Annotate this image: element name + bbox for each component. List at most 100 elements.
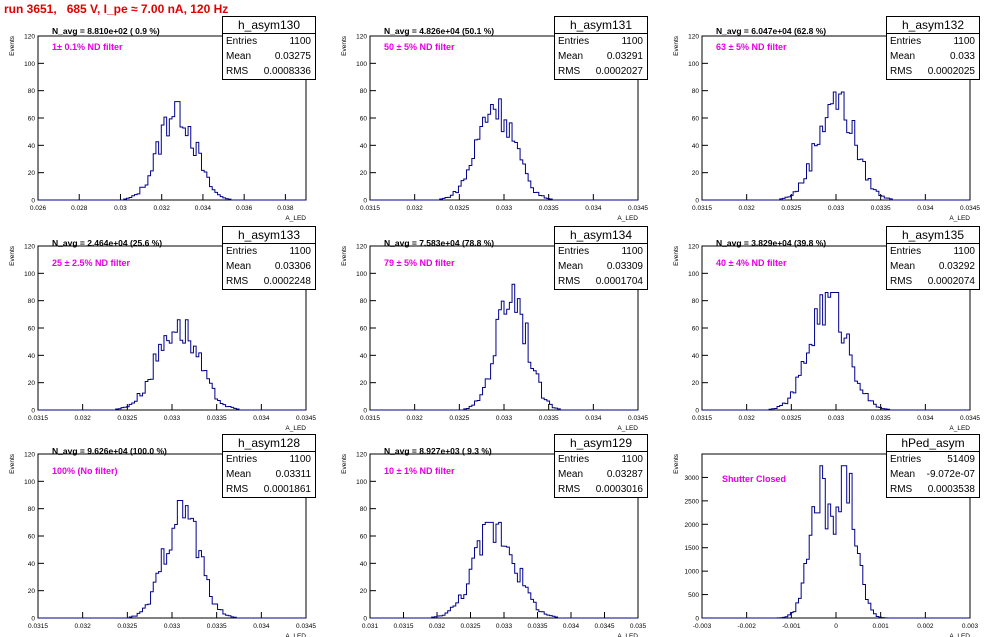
histogram-panel-h_asym128: 0 20 40 60 80 100 120 0.0315 0.032 0.0325 0.033 0.0… xyxy=(0,432,330,637)
y-tick-label: 3000 xyxy=(685,475,700,482)
filter-label: 1± 0.1% ND filter xyxy=(52,42,123,52)
entries-value: 1100 xyxy=(289,36,311,47)
mean-value: 0.03292 xyxy=(938,261,975,272)
x-tick-label: 0.0335 xyxy=(207,415,227,422)
x-tick-label: 0.035 xyxy=(630,623,647,630)
stats-title: h_asym131 xyxy=(555,17,647,34)
y-tick-label: 2000 xyxy=(685,522,700,529)
y-axis-label: Events xyxy=(673,35,680,56)
y-tick-label: 80 xyxy=(692,88,700,95)
x-axis-label: A_LED xyxy=(617,425,638,432)
x-tick-label: 0.001 xyxy=(873,623,890,630)
x-axis-label: A_LED xyxy=(949,633,970,637)
mean-value: 0.03309 xyxy=(606,261,643,272)
rms-value: 0.0001861 xyxy=(263,484,311,495)
x-tick-label: 0.0325 xyxy=(781,205,801,212)
x-axis-label: A_LED xyxy=(285,633,306,637)
filter-label: 50 ± 5% ND filter xyxy=(384,42,455,52)
y-tick-label: 120 xyxy=(356,34,367,41)
histogram-series xyxy=(370,521,638,619)
y-tick-label: 120 xyxy=(24,34,35,41)
x-tick-label: 0.0325 xyxy=(449,415,469,422)
x-tick-label: 0.036 xyxy=(236,205,253,212)
y-tick-label: 60 xyxy=(28,534,36,541)
x-tick-label: 0.032 xyxy=(154,205,171,212)
y-tick-label: 500 xyxy=(688,592,699,599)
y-tick-label: 100 xyxy=(688,271,699,278)
histogram-panel-hPed_asym: 0 500 1000 1500 2000 2500 3000 -0.003 -0.002 -0.0… xyxy=(664,432,994,637)
mean-label: Mean xyxy=(226,469,252,480)
y-tick-label: 20 xyxy=(360,588,368,595)
stats-box: h_asym132 Entries 1100 Mean 0.033 RMS 0.000202… xyxy=(886,16,980,80)
histogram-series xyxy=(38,101,306,201)
y-tick-label: 80 xyxy=(28,506,36,513)
mean-label: Mean xyxy=(226,51,252,62)
run-title: run 3651, 685 V, I_pe ≈ 7.00 nA, 120 Hz xyxy=(4,2,229,16)
x-tick-label: 0.0325 xyxy=(117,415,137,422)
y-tick-label: 100 xyxy=(688,61,699,68)
x-tick-label: 0.032 xyxy=(429,623,446,630)
y-axis-label: Events xyxy=(673,245,680,266)
x-tick-label: 0.034 xyxy=(585,415,602,422)
entries-label: Entries xyxy=(890,246,922,257)
x-tick-label: 0.0335 xyxy=(528,623,548,630)
histogram-panel-h_asym129: 0 20 40 60 80 100 120 0.031 0.0315 0.032 0.0325 0.0… xyxy=(332,432,662,637)
y-tick-label: 120 xyxy=(24,244,35,251)
entries-value: 1100 xyxy=(621,454,643,465)
x-tick-label: 0.0335 xyxy=(871,205,891,212)
navg-label: N_avg = 8.927e+03 ( 9.3 %) xyxy=(384,446,492,456)
x-axis-label: A_LED xyxy=(949,425,970,432)
x-tick-label: 0.034 xyxy=(917,415,934,422)
x-tick-label: 0.034 xyxy=(917,205,934,212)
x-tick-label: 0.0345 xyxy=(296,623,316,630)
rms-label: RMS xyxy=(558,66,581,77)
y-tick-label: 80 xyxy=(28,298,36,305)
mean-label: Mean xyxy=(890,51,916,62)
histogram-panel-h_asym135: 0 20 40 60 80 100 120 0.0315 0.032 0.0325 0.033 0.0… xyxy=(664,224,994,432)
y-tick-label: 20 xyxy=(28,170,36,177)
y-tick-label: 60 xyxy=(360,534,368,541)
y-tick-label: 60 xyxy=(692,116,700,123)
navg-label: N_avg = 3.829e+04 (39.8 %) xyxy=(716,238,827,248)
entries-label: Entries xyxy=(558,36,590,47)
y-tick-label: 20 xyxy=(28,380,36,387)
x-axis-label: A_LED xyxy=(285,425,306,432)
x-axis-label: A_LED xyxy=(617,633,638,637)
y-tick-label: 1500 xyxy=(685,545,700,552)
x-tick-label: 0 xyxy=(834,623,838,630)
mean-label: Mean xyxy=(558,469,584,480)
entries-value: 1100 xyxy=(953,36,975,47)
stats-box: h_asym134 Entries 1100 Mean 0.03309 RMS 0.0001… xyxy=(554,226,648,290)
histogram-series xyxy=(702,291,970,411)
x-tick-label: 0.0335 xyxy=(871,415,891,422)
filter-label: 63 ± 5% ND filter xyxy=(716,42,787,52)
filter-label: 100% (No filter) xyxy=(52,466,118,476)
stats-title: hPed_asym xyxy=(887,435,979,452)
stats-box: hPed_asym Entries 51409 Mean -9.072e-07 RMS 0.… xyxy=(886,434,980,498)
mean-label: Mean xyxy=(890,261,916,272)
rms-label: RMS xyxy=(226,276,249,287)
x-tick-label: 0.0315 xyxy=(394,623,414,630)
filter-label: 79 ± 5% ND filter xyxy=(384,258,455,268)
stats-title: h_asym128 xyxy=(223,435,315,452)
x-tick-label: 0.0315 xyxy=(692,415,712,422)
x-tick-label: 0.002 xyxy=(917,623,934,630)
y-tick-label: 120 xyxy=(356,452,367,459)
mean-label: Mean xyxy=(890,469,916,480)
navg-label: N_avg = 2.464e+04 (25.6 %) xyxy=(52,238,163,248)
x-tick-label: 0.0345 xyxy=(595,623,615,630)
navg-label: N_avg = 4.826e+04 (50.1 %) xyxy=(384,26,495,36)
filter-label: 25 ± 2.5% ND filter xyxy=(52,258,130,268)
x-tick-label: 0.0335 xyxy=(539,415,559,422)
rms-label: RMS xyxy=(890,484,913,495)
x-tick-label: 0.0345 xyxy=(628,205,648,212)
y-tick-label: 100 xyxy=(24,271,35,278)
x-tick-label: 0.0325 xyxy=(781,415,801,422)
entries-label: Entries xyxy=(558,246,590,257)
y-tick-label: 100 xyxy=(356,479,367,486)
histogram-series xyxy=(370,283,638,411)
histogram-panel-h_asym134: 0 20 40 60 80 100 120 0.0315 0.032 0.0325 0.033 0.0… xyxy=(332,224,662,432)
x-tick-label: 0.034 xyxy=(195,205,212,212)
navg-label: N_avg = 8.810e+02 ( 0.9 %) xyxy=(52,26,160,36)
histogram-panel-h_asym130: 0 20 40 60 80 100 120 0.026 0.028 0.03 0.032 0.034 0… xyxy=(0,14,330,222)
